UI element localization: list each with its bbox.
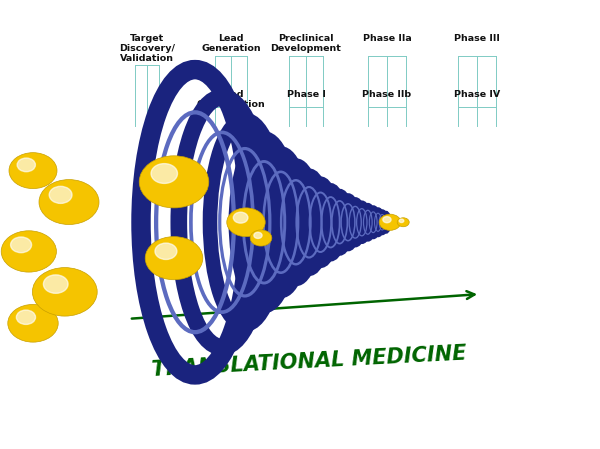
Circle shape [397,218,409,227]
Circle shape [16,310,35,325]
Text: Target
Discovery/
Validation: Target Discovery/ Validation [119,34,175,63]
Text: Lead
Optimization: Lead Optimization [197,90,265,109]
Text: Phase IIb: Phase IIb [362,90,412,99]
Text: Phase III: Phase III [454,34,500,43]
Circle shape [32,268,97,316]
Circle shape [383,216,391,223]
Circle shape [233,212,248,223]
Text: Preclinical
Development: Preclinical Development [271,34,341,53]
Circle shape [1,231,56,272]
Circle shape [399,219,404,223]
Text: Lead
Generation: Lead Generation [201,34,261,53]
Circle shape [145,237,203,280]
Circle shape [17,158,35,172]
Circle shape [43,275,68,293]
Circle shape [39,180,99,224]
Circle shape [379,214,401,230]
Circle shape [254,232,262,238]
Circle shape [227,208,265,237]
Circle shape [9,153,57,189]
Circle shape [139,156,209,208]
Circle shape [49,186,72,203]
Text: Phase I: Phase I [287,90,325,99]
Text: Phase IV: Phase IV [454,90,500,99]
Text: Phase IIa: Phase IIa [362,34,412,43]
Text: TRANSLATIONAL MEDICINE: TRANSLATIONAL MEDICINE [151,343,467,380]
Circle shape [155,243,177,260]
Circle shape [151,163,178,183]
Circle shape [250,230,272,246]
Circle shape [8,304,58,342]
Circle shape [11,237,32,253]
